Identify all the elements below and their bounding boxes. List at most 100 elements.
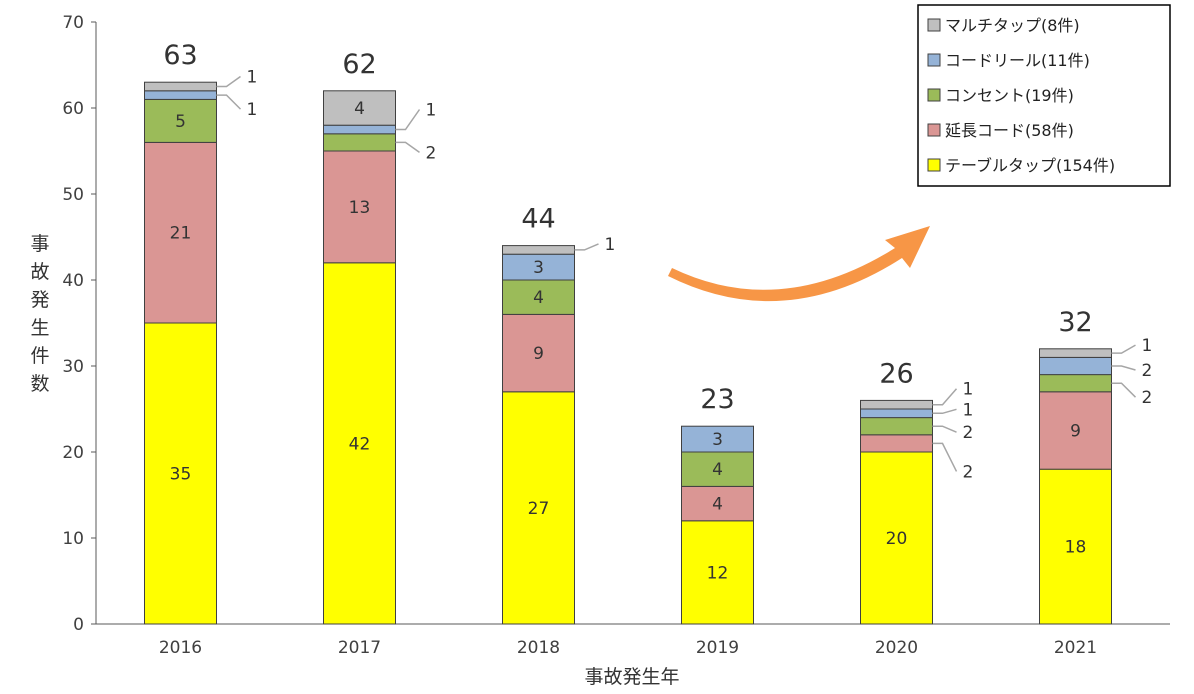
x-axis-title: 事故発生年 bbox=[584, 666, 679, 688]
bar-segment bbox=[323, 124, 396, 135]
legend-box bbox=[917, 4, 1171, 187]
leader-line bbox=[216, 94, 242, 110]
bar-segment bbox=[681, 425, 754, 453]
x-tick-label: 2016 bbox=[159, 638, 202, 658]
bar-segment bbox=[1039, 468, 1112, 625]
bar-segment bbox=[323, 90, 396, 126]
bar-segment bbox=[144, 98, 217, 143]
y-tick-label: 40 bbox=[62, 271, 84, 291]
legend-label: コンセント(19件) bbox=[945, 86, 1074, 105]
bar-segment bbox=[681, 520, 754, 625]
data-label: 35 bbox=[170, 465, 192, 485]
y-axis-title: 事故発生件数 bbox=[30, 233, 49, 395]
legend-swatch bbox=[927, 53, 941, 67]
data-label: 2 bbox=[1142, 388, 1153, 408]
bar-segment bbox=[144, 81, 217, 92]
data-label: 4 bbox=[712, 460, 723, 480]
data-label: 5 bbox=[175, 112, 186, 132]
y-tick-label: 10 bbox=[62, 529, 84, 549]
bar-segment bbox=[1039, 348, 1112, 358]
data-label: 27 bbox=[528, 499, 550, 519]
data-label: 3 bbox=[712, 430, 723, 450]
leader-line bbox=[574, 243, 599, 251]
bar-segment bbox=[1039, 391, 1112, 470]
bar-segment bbox=[323, 262, 396, 625]
legend-label: マルチタップ(8件) bbox=[945, 16, 1080, 35]
bar-segment bbox=[1039, 356, 1112, 376]
bar-segment bbox=[502, 253, 575, 281]
leader-line bbox=[216, 75, 241, 88]
bar-segment bbox=[860, 408, 933, 419]
total-label: 23 bbox=[700, 384, 734, 415]
x-tick-label: 2020 bbox=[875, 638, 918, 658]
data-label: 42 bbox=[349, 434, 371, 454]
bar-segment bbox=[860, 434, 933, 453]
bar-segment bbox=[144, 141, 217, 324]
data-label: 12 bbox=[707, 563, 729, 583]
y-tick-label: 0 bbox=[73, 615, 84, 635]
bar-segment bbox=[323, 133, 396, 152]
bar-segment bbox=[502, 245, 575, 255]
data-label: 2 bbox=[963, 423, 974, 443]
total-label: 63 bbox=[163, 40, 197, 71]
y-tick-label: 70 bbox=[62, 13, 84, 33]
total-label: 44 bbox=[521, 204, 555, 235]
data-label: 9 bbox=[533, 344, 544, 364]
x-tick-label: 2018 bbox=[517, 638, 560, 658]
y-tick-label: 30 bbox=[62, 357, 84, 377]
data-label: 4 bbox=[354, 99, 365, 119]
legend-label: テーブルタップ(154件) bbox=[945, 156, 1115, 175]
x-tick-label: 2021 bbox=[1054, 638, 1097, 658]
data-label: 1 bbox=[247, 100, 258, 120]
leader-line bbox=[932, 442, 958, 472]
leader-line bbox=[1111, 382, 1137, 398]
leader-line bbox=[1111, 365, 1136, 371]
bar-segment bbox=[502, 391, 575, 625]
legend-label: 延長コード(58件) bbox=[945, 121, 1074, 140]
bar-segment bbox=[1039, 374, 1112, 393]
data-label: 1 bbox=[1142, 336, 1153, 356]
data-label: 1 bbox=[963, 400, 974, 420]
data-label: 2 bbox=[426, 143, 437, 163]
data-label: 2 bbox=[963, 462, 974, 482]
bar-segment bbox=[681, 451, 754, 487]
data-label: 1 bbox=[247, 68, 258, 88]
x-tick-label: 2017 bbox=[338, 638, 381, 658]
legend-swatch bbox=[927, 123, 941, 137]
bar-segment bbox=[502, 279, 575, 315]
leader-line bbox=[395, 109, 421, 131]
leader-line bbox=[932, 388, 958, 406]
data-label: 1 bbox=[963, 380, 974, 400]
data-label: 21 bbox=[170, 224, 192, 244]
bar-segment bbox=[502, 313, 575, 393]
legend-swatch bbox=[927, 88, 941, 102]
data-label: 2 bbox=[1142, 361, 1153, 381]
leader-line bbox=[395, 141, 420, 154]
y-tick-label: 60 bbox=[62, 99, 84, 119]
y-tick-label: 20 bbox=[62, 443, 84, 463]
total-label: 32 bbox=[1058, 307, 1092, 338]
leader-line bbox=[1111, 344, 1136, 354]
x-tick-label: 2019 bbox=[696, 638, 739, 658]
trend-arrow bbox=[668, 226, 930, 302]
bar-segment bbox=[144, 90, 217, 100]
data-label: 4 bbox=[533, 288, 544, 308]
bar-segment bbox=[681, 485, 754, 522]
data-label: 18 bbox=[1065, 538, 1087, 558]
bar-segment bbox=[323, 150, 396, 264]
y-tick-label: 50 bbox=[62, 185, 84, 205]
total-label: 26 bbox=[879, 358, 913, 389]
data-label: 9 bbox=[1070, 422, 1081, 442]
leader-line bbox=[932, 408, 957, 415]
data-label: 4 bbox=[712, 495, 723, 515]
data-label: 20 bbox=[886, 529, 908, 549]
data-label: 3 bbox=[533, 258, 544, 278]
legend-swatch bbox=[927, 18, 941, 32]
leader-line bbox=[932, 425, 957, 433]
data-label: 1 bbox=[605, 235, 616, 255]
legend-label: コードリール(11件) bbox=[945, 51, 1090, 70]
bar-segment bbox=[860, 417, 933, 436]
data-label: 1 bbox=[426, 101, 437, 121]
